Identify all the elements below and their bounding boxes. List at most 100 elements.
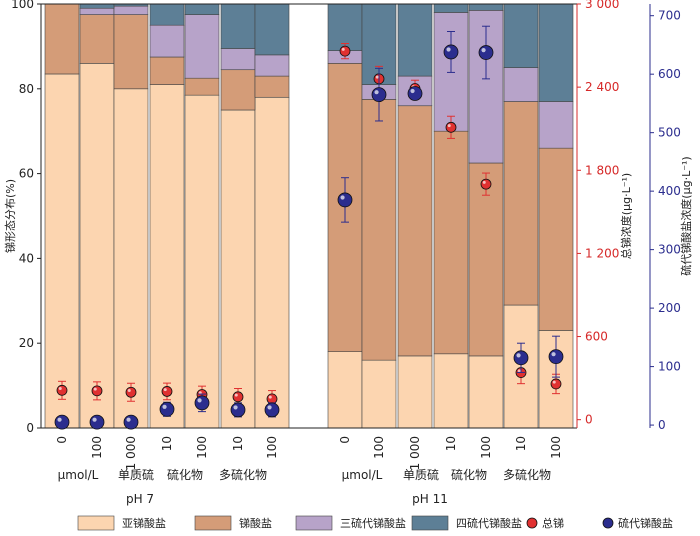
ph-group-label: pH 7 bbox=[126, 492, 154, 506]
x-tick-label: 10 bbox=[444, 436, 458, 451]
bar-segment bbox=[361, 359, 397, 429]
bar-segment bbox=[44, 73, 80, 429]
x-tick-label: 10 bbox=[160, 436, 174, 451]
bar-segment bbox=[184, 77, 220, 96]
total-sb-point bbox=[56, 384, 68, 396]
thio-sb-point bbox=[407, 86, 423, 101]
left-tick-label: 80 bbox=[19, 82, 34, 96]
bar-segment bbox=[468, 355, 504, 429]
thio-sb-point bbox=[230, 402, 246, 418]
thio-sb-point bbox=[54, 414, 70, 430]
total-sb-point bbox=[232, 391, 244, 403]
group-label: μmol/L bbox=[58, 468, 99, 482]
point-highlight bbox=[340, 195, 345, 200]
bar-segment bbox=[538, 3, 574, 102]
x-tick-label: 1 000 bbox=[124, 436, 138, 470]
point-highlight bbox=[447, 124, 451, 128]
point-highlight bbox=[374, 90, 379, 95]
bar-segment bbox=[149, 24, 185, 58]
right1-tick-label: 1 800 bbox=[585, 163, 619, 177]
thio-sb-point bbox=[264, 402, 280, 418]
bar-segment bbox=[397, 355, 433, 429]
point-highlight bbox=[162, 404, 167, 409]
legend-swatch bbox=[77, 515, 115, 531]
group-label: μmol/L bbox=[342, 468, 383, 482]
bar-segment bbox=[327, 351, 363, 429]
right2-tick-label: 500 bbox=[658, 126, 681, 140]
total-sb-point bbox=[480, 178, 492, 190]
right1-tick-label: 2 400 bbox=[585, 80, 619, 94]
total-sb-point bbox=[125, 386, 137, 398]
thio-sb-point bbox=[371, 87, 387, 103]
bar-segment bbox=[254, 3, 290, 56]
group-label: 单质硫 bbox=[403, 467, 439, 482]
legend-label: 三硫代锑酸盐 bbox=[340, 516, 406, 530]
point-highlight bbox=[198, 391, 202, 395]
bar-segment bbox=[79, 14, 115, 64]
point-highlight bbox=[481, 47, 486, 53]
legend-label: 四硫代锑酸盐 bbox=[456, 516, 522, 530]
right1-tick-label: 3 000 bbox=[585, 0, 619, 11]
bar-segment bbox=[79, 3, 115, 9]
point-highlight bbox=[551, 352, 556, 357]
point-highlight bbox=[57, 417, 62, 422]
group-label: 硫化物 bbox=[167, 467, 203, 482]
right2-tick-label: 600 bbox=[658, 67, 681, 81]
total-sb-point bbox=[339, 45, 351, 57]
legend-swatch bbox=[295, 515, 333, 531]
group-label: 多硫化物 bbox=[503, 467, 551, 482]
point-highlight bbox=[233, 405, 238, 410]
left-axis-label: 锑形态分布(%) bbox=[4, 179, 17, 253]
right2-tick-label: 100 bbox=[658, 360, 681, 374]
legend-label: 总锑 bbox=[542, 516, 564, 530]
left-tick-label: 0 bbox=[26, 421, 34, 435]
point-highlight bbox=[58, 387, 62, 391]
thio-sb-point bbox=[89, 414, 105, 430]
ph-group-label: pH 11 bbox=[412, 492, 448, 506]
legend-swatch bbox=[194, 515, 232, 531]
point-highlight bbox=[552, 380, 556, 384]
left-tick-label: 20 bbox=[19, 336, 34, 350]
total-sb-point bbox=[161, 386, 173, 397]
right2-tick-label: 400 bbox=[658, 184, 681, 198]
bar-segment bbox=[220, 109, 256, 429]
bar-segment bbox=[433, 130, 469, 355]
point-highlight bbox=[516, 353, 521, 358]
bar-segment bbox=[79, 7, 115, 15]
bar-segment bbox=[113, 88, 149, 429]
right1-tick-label: 600 bbox=[585, 330, 608, 344]
bar-segment bbox=[44, 3, 80, 75]
bar-segment bbox=[397, 3, 433, 77]
point-highlight bbox=[127, 389, 131, 393]
right2-tick-label: 0 bbox=[658, 418, 666, 432]
bar-segment bbox=[220, 3, 256, 49]
x-tick-label: 100 bbox=[479, 436, 493, 459]
thio-sb-point bbox=[443, 44, 459, 60]
bar-segment bbox=[149, 56, 185, 85]
left-tick-label: 100 bbox=[11, 0, 34, 11]
point-highlight bbox=[517, 369, 521, 373]
bar-segment bbox=[184, 3, 220, 15]
bar-segment bbox=[184, 14, 220, 79]
bar-segment bbox=[468, 3, 504, 11]
group-label: 硫化物 bbox=[451, 467, 487, 482]
point-highlight bbox=[234, 393, 238, 397]
bar-segment bbox=[254, 75, 290, 98]
point-highlight bbox=[446, 47, 451, 52]
thio-sb-point bbox=[513, 350, 529, 366]
bar-segment bbox=[149, 3, 185, 26]
bar-segment bbox=[361, 99, 397, 361]
point-highlight bbox=[268, 395, 272, 399]
point-highlight bbox=[126, 417, 131, 422]
total-sb-point bbox=[91, 385, 103, 397]
point-highlight bbox=[375, 75, 379, 79]
bar-segment bbox=[113, 14, 149, 90]
x-tick-label: 0 bbox=[55, 436, 69, 444]
legend-marker bbox=[602, 517, 614, 529]
point-highlight bbox=[197, 398, 202, 403]
right-axis-2-label: 硫代锑酸盐浓度(μg·L⁻¹) bbox=[679, 156, 693, 275]
total-sb-point bbox=[445, 121, 457, 133]
x-tick-label: 100 bbox=[265, 436, 279, 459]
bar-segment bbox=[220, 69, 256, 111]
right2-tick-label: 300 bbox=[658, 243, 681, 257]
